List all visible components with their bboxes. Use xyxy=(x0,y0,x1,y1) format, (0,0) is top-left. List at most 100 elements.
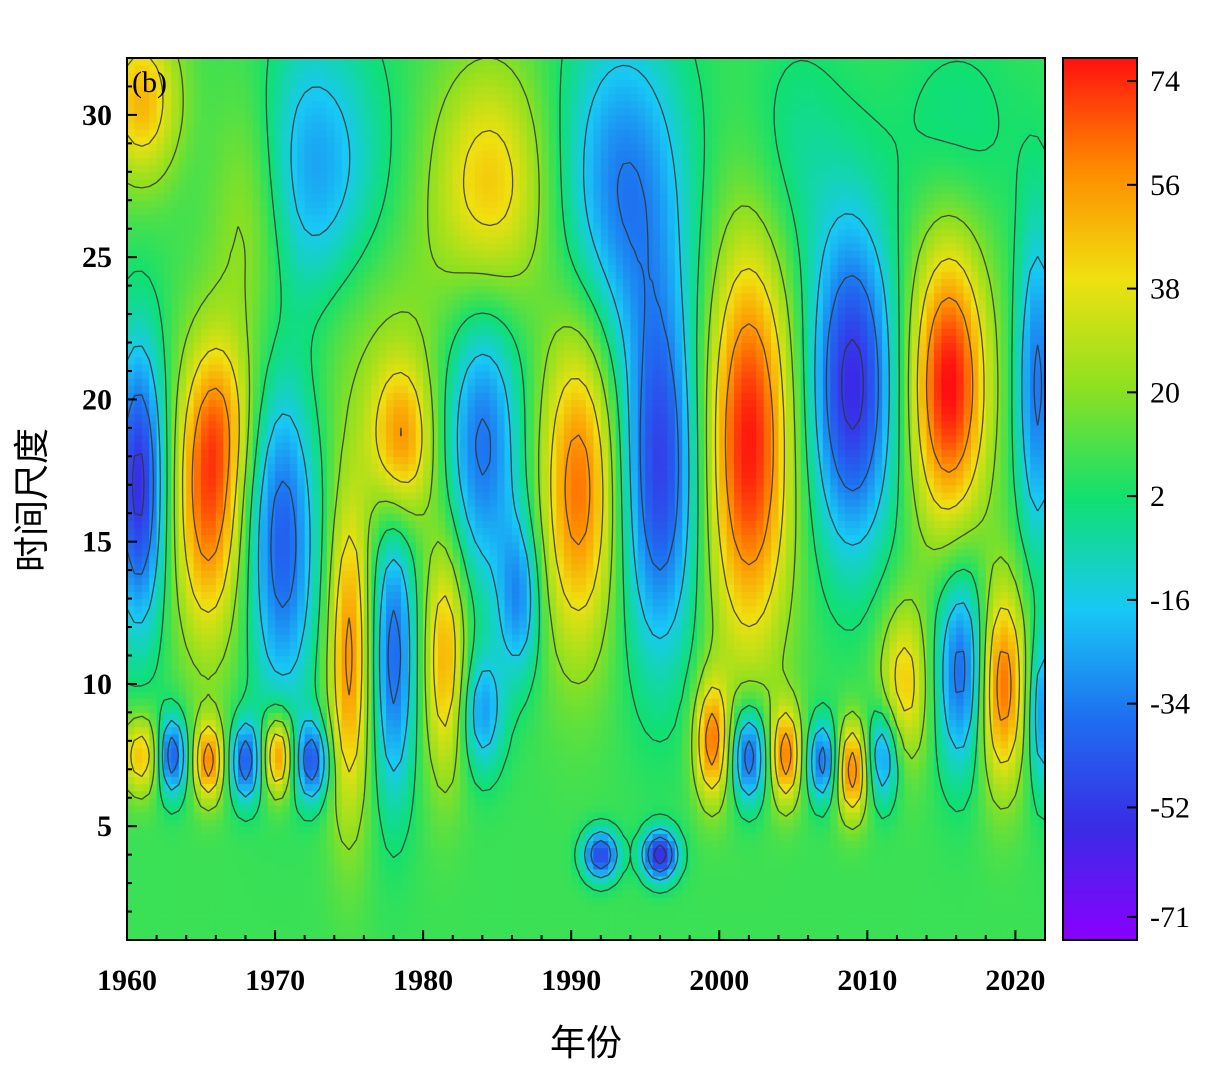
heatmap-cell xyxy=(652,733,661,742)
heatmap-cell xyxy=(363,925,372,934)
heatmap-cell xyxy=(260,819,269,827)
heatmap-cell xyxy=(586,655,594,664)
heatmap-cell xyxy=(911,819,920,827)
heatmap-cell xyxy=(393,747,402,756)
heatmap-cell xyxy=(215,847,224,856)
heatmap-cell xyxy=(734,819,743,827)
heatmap-cell xyxy=(526,904,535,913)
heatmap-cell xyxy=(933,712,942,721)
heatmap-cell xyxy=(149,662,158,671)
heatmap-cell xyxy=(474,698,483,706)
heatmap-cell xyxy=(741,698,750,706)
heatmap-cell xyxy=(652,868,661,877)
heatmap-cell xyxy=(756,833,765,842)
heatmap-cell xyxy=(867,755,876,763)
heatmap-cell xyxy=(711,811,720,820)
heatmap-cell xyxy=(904,826,913,834)
heatmap-cell xyxy=(652,861,661,870)
heatmap-cell xyxy=(859,712,868,721)
heatmap-cell xyxy=(289,911,298,920)
heatmap-cell xyxy=(178,932,187,940)
heatmap-cell xyxy=(623,904,632,913)
heatmap-cell xyxy=(201,783,210,792)
heatmap-cell xyxy=(919,669,928,678)
heatmap-cell xyxy=(963,790,972,799)
heatmap-cell xyxy=(193,911,202,920)
heatmap-cell xyxy=(223,875,232,884)
heatmap-cell xyxy=(178,726,187,735)
heatmap-cell xyxy=(830,840,839,849)
heatmap-cell xyxy=(697,833,706,842)
heatmap-cell xyxy=(556,918,565,927)
heatmap-cell xyxy=(511,932,520,940)
heatmap-cell xyxy=(304,904,313,913)
heatmap-cell xyxy=(889,762,898,770)
heatmap-cell xyxy=(652,740,661,749)
heatmap-cell xyxy=(808,655,817,664)
heatmap-cell xyxy=(186,655,195,664)
heatmap-cell xyxy=(889,890,898,898)
heatmap-cell xyxy=(571,925,580,934)
heatmap-cell xyxy=(652,854,661,863)
heatmap-cell xyxy=(1037,925,1045,934)
heatmap-cell xyxy=(778,755,787,763)
heatmap-cell xyxy=(334,804,343,813)
heatmap-cell xyxy=(400,897,409,906)
heatmap-cell xyxy=(497,669,506,678)
heatmap-cell xyxy=(1037,783,1045,792)
heatmap-cell xyxy=(630,719,639,728)
heatmap-cell xyxy=(312,719,321,728)
heatmap-cell xyxy=(156,840,165,849)
heatmap-cell xyxy=(260,733,269,742)
heatmap-cell xyxy=(748,811,757,820)
heatmap-cell xyxy=(326,662,335,671)
heatmap-cell xyxy=(534,755,543,763)
heatmap-cell xyxy=(371,655,380,664)
heatmap-cell xyxy=(423,669,432,678)
heatmap-cell xyxy=(297,733,306,742)
heatmap-cell xyxy=(652,776,661,785)
heatmap-cell xyxy=(793,705,802,713)
heatmap-cell xyxy=(978,861,987,870)
heatmap-cell xyxy=(689,911,698,920)
heatmap-cell xyxy=(563,897,572,906)
heatmap-cell xyxy=(941,932,950,940)
heatmap-cell xyxy=(127,769,135,777)
heatmap-cell xyxy=(230,762,239,770)
heatmap-cell xyxy=(437,932,446,940)
heatmap-cell xyxy=(400,698,409,706)
heatmap-cell xyxy=(859,740,868,749)
heatmap-cell xyxy=(260,676,269,685)
heatmap-cell xyxy=(882,932,891,940)
heatmap-cell xyxy=(741,883,750,891)
heatmap-cell xyxy=(711,783,720,792)
heatmap-cell xyxy=(415,804,424,813)
heatmap-cell xyxy=(963,755,972,763)
heatmap-cell xyxy=(474,890,483,898)
heatmap-cell xyxy=(467,676,476,685)
heatmap-cell xyxy=(822,875,831,884)
heatmap-cell xyxy=(378,883,387,891)
heatmap-cell xyxy=(615,861,624,870)
heatmap-cell xyxy=(637,925,646,934)
heatmap-cell xyxy=(682,740,691,749)
heatmap-cell xyxy=(134,840,143,849)
heatmap-cell xyxy=(970,662,979,671)
heatmap-cell xyxy=(371,868,380,877)
heatmap-cell xyxy=(726,726,735,735)
heatmap-cell xyxy=(978,655,987,664)
heatmap-cell xyxy=(763,676,772,685)
heatmap-cell xyxy=(830,719,839,728)
heatmap-cell xyxy=(578,868,587,877)
heatmap-cell xyxy=(474,875,483,884)
heatmap-cell xyxy=(193,712,202,721)
heatmap-cell xyxy=(238,875,247,884)
heatmap-cell xyxy=(275,747,284,756)
heatmap-cell xyxy=(393,811,402,820)
heatmap-cell xyxy=(948,868,957,877)
heatmap-cell xyxy=(238,861,247,870)
heatmap-cell xyxy=(734,826,743,834)
heatmap-cell xyxy=(837,811,846,820)
heatmap-cell xyxy=(378,804,387,813)
heatmap-cell xyxy=(645,662,654,671)
